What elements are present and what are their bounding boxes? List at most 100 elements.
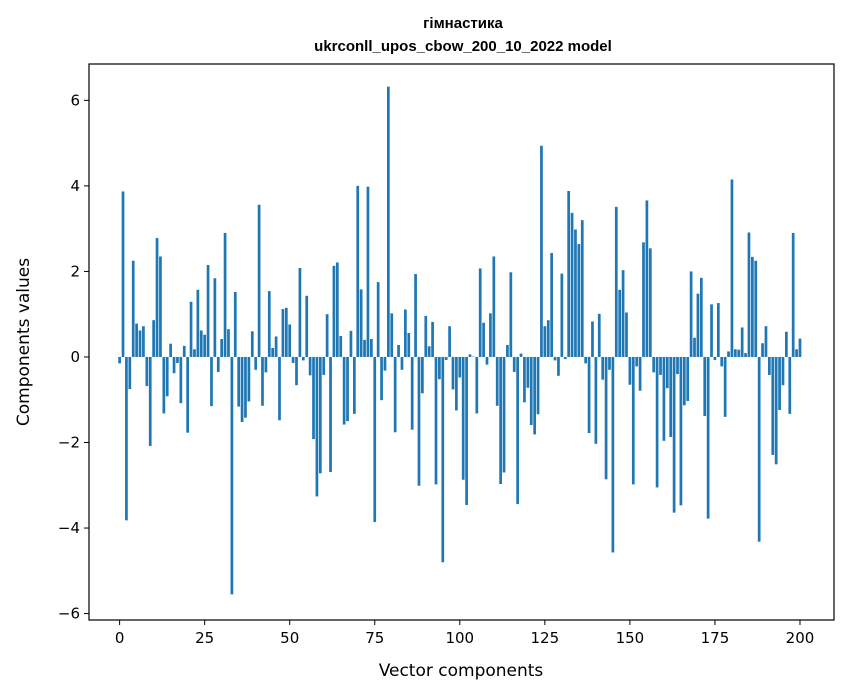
bar — [189, 301, 193, 357]
bar — [458, 356, 462, 378]
bar — [322, 356, 326, 375]
bar — [346, 356, 349, 422]
bar — [570, 212, 574, 357]
bar — [611, 356, 615, 553]
bar — [788, 356, 792, 414]
bar — [754, 260, 758, 357]
bar — [642, 242, 645, 357]
bar — [284, 307, 288, 357]
bar — [580, 220, 584, 357]
bar — [546, 320, 550, 357]
bar — [176, 356, 179, 363]
bar — [356, 185, 360, 357]
bar — [240, 356, 244, 422]
bar — [305, 295, 309, 357]
bar — [390, 313, 394, 357]
bar — [193, 349, 196, 357]
bar — [676, 356, 679, 375]
bar — [369, 339, 373, 357]
bar — [706, 356, 710, 519]
x-tick-label: 125 — [531, 629, 560, 647]
bar — [383, 356, 387, 371]
bar — [417, 356, 421, 486]
bar — [125, 356, 128, 521]
bar — [751, 256, 754, 357]
bar — [352, 356, 356, 414]
bar — [604, 356, 608, 480]
bar — [213, 278, 217, 357]
bar — [288, 324, 292, 357]
bar — [495, 356, 499, 406]
bar — [278, 356, 281, 421]
bar — [121, 191, 125, 357]
bar — [485, 356, 489, 365]
bar — [339, 336, 343, 357]
bar — [526, 356, 530, 388]
bar — [659, 356, 662, 375]
bar — [591, 321, 594, 357]
bar — [747, 232, 751, 357]
bar — [638, 356, 642, 391]
bar — [237, 356, 241, 407]
x-tick-label: 175 — [701, 629, 730, 647]
bar — [614, 206, 618, 357]
bar — [404, 309, 407, 357]
bar — [448, 326, 451, 357]
bar — [723, 356, 727, 417]
bar — [332, 265, 336, 357]
x-tick-label: 25 — [195, 629, 214, 647]
bar — [410, 356, 414, 430]
bar — [291, 356, 295, 363]
bar — [550, 253, 554, 357]
bar — [301, 356, 305, 361]
bar — [366, 186, 370, 357]
bar — [478, 268, 482, 357]
bar — [768, 356, 771, 375]
bar — [441, 356, 445, 563]
bar — [186, 356, 190, 433]
y-tick-label: 6 — [70, 91, 80, 109]
bar — [567, 191, 571, 357]
bar — [244, 356, 247, 418]
bar — [257, 204, 261, 357]
bar — [227, 329, 230, 357]
bar — [499, 356, 502, 484]
bar — [795, 349, 798, 357]
bar — [199, 330, 203, 357]
bar — [298, 268, 302, 357]
x-axis-ticks: 0 25 50 75 100 125 150 175 200 — [115, 620, 814, 647]
bar — [387, 86, 390, 357]
bar — [577, 244, 581, 357]
bar — [373, 356, 377, 523]
bar — [662, 356, 666, 441]
x-tick-label: 75 — [365, 629, 384, 647]
bar — [407, 333, 411, 357]
bar — [267, 291, 271, 357]
bar — [733, 349, 737, 357]
bar — [230, 356, 234, 595]
bar — [785, 331, 788, 357]
bar — [223, 232, 227, 357]
bar — [761, 343, 764, 357]
bar — [594, 356, 598, 444]
bar — [778, 356, 781, 410]
chart-subtitle: ukrconll_upos_cbow_200_10_2022 model — [314, 38, 612, 55]
bar — [250, 331, 254, 357]
bar — [516, 356, 519, 505]
bar — [359, 289, 363, 357]
bar — [438, 356, 441, 380]
bar — [560, 273, 564, 357]
bar — [397, 344, 400, 357]
bar — [451, 356, 455, 390]
bar — [635, 356, 639, 367]
bar — [312, 356, 315, 440]
bar — [618, 289, 622, 357]
bar — [710, 304, 713, 357]
bar — [563, 356, 567, 360]
x-tick-label: 50 — [280, 629, 299, 647]
bar — [774, 356, 778, 465]
bar — [159, 256, 162, 357]
bar — [308, 356, 312, 376]
bar — [349, 330, 353, 357]
bar — [781, 356, 785, 386]
